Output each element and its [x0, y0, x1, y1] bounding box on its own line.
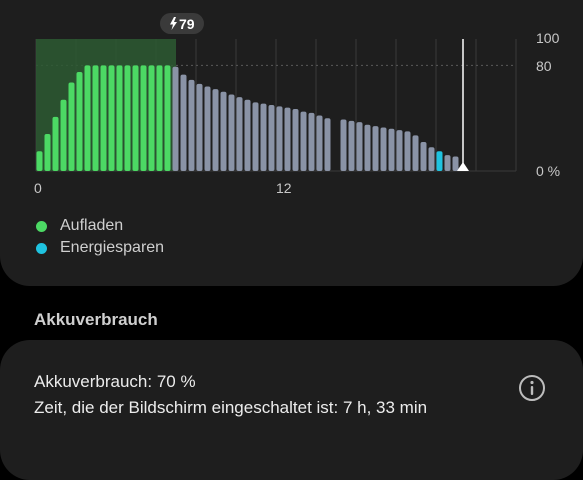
chart-bar: [244, 99, 251, 171]
chart-bar: [188, 79, 195, 171]
info-icon[interactable]: [518, 374, 546, 402]
chart-bar: [108, 65, 115, 171]
chart-bar: [60, 99, 67, 171]
chart-bar: [140, 65, 147, 171]
chart-bar: [92, 65, 99, 171]
chart-bar: [52, 116, 59, 171]
legend-dot-power-saving: [36, 242, 47, 254]
chart-bars: [36, 65, 459, 171]
chart-bar: [164, 65, 171, 171]
chart-bar: [228, 94, 235, 171]
chart-bar: [76, 72, 83, 171]
chart-bar: [324, 118, 331, 171]
chart-bar: [356, 122, 363, 171]
chart-bar: [396, 130, 403, 171]
battery-usage-text: Akkuverbrauch: 70 %: [34, 372, 196, 391]
chart-bar: [412, 135, 419, 171]
chart-bar: [196, 83, 203, 171]
current-time-pointer: [457, 162, 469, 171]
legend-label-charging: Aufladen: [60, 217, 124, 234]
legend-label-power-saving: Energiesparen: [60, 239, 165, 256]
chart-bar: [252, 102, 259, 171]
chart-bar: [284, 107, 291, 171]
chart-bar: [148, 65, 155, 171]
chart-bar: [340, 119, 347, 171]
x-tick-label-0: 0: [34, 180, 42, 196]
chart-bar: [444, 155, 451, 171]
chart-bar: [372, 126, 379, 171]
chart-bar: [36, 151, 43, 171]
chart-bar: [116, 65, 123, 171]
screen-on-time-text: Zeit, die der Bildschirm eingeschaltet i…: [34, 398, 428, 417]
chart-bar: [388, 128, 395, 171]
y-tick-label-0: 0 %: [536, 163, 560, 179]
chart-bar: [316, 115, 323, 171]
chart-bar: [308, 112, 315, 171]
chart-bar: [348, 120, 355, 171]
chart-bar: [404, 131, 411, 171]
x-tick-label-12: 12: [276, 180, 292, 196]
chart-bar: [380, 127, 387, 171]
badge-value: 79: [179, 16, 195, 32]
y-tick-label-80: 80: [536, 58, 552, 74]
badge-background: [160, 13, 204, 34]
chart-bar: [44, 134, 51, 171]
chart-bar: [68, 82, 75, 171]
chart-bar: [300, 111, 307, 171]
chart-bar: [100, 65, 107, 171]
peak-level-badge: 79: [160, 13, 204, 34]
chart-bar: [236, 97, 243, 171]
chart-bar: [212, 89, 219, 171]
chart-bar: [364, 124, 371, 171]
battery-level-chart[interactable]: 79 100 80 0 % 0 12: [0, 0, 583, 290]
chart-bar: [124, 65, 131, 171]
chart-bar: [156, 65, 163, 171]
chart-bar: [436, 151, 443, 171]
chart-bar: [420, 141, 427, 171]
chart-bar: [268, 105, 275, 171]
legend-dot-charging: [36, 220, 47, 232]
chart-bar: [172, 66, 179, 171]
lightning-bolt-icon: [170, 17, 177, 30]
chart-bar: [220, 91, 227, 171]
legend-item-charging: Aufladen: [36, 217, 123, 235]
legend-item-power-saving: Energiesparen: [36, 239, 164, 257]
chart-bar: [292, 108, 299, 171]
chart-bar: [276, 106, 283, 171]
chart-bar: [180, 74, 187, 171]
chart-bar: [452, 156, 459, 171]
chart-bar: [84, 65, 91, 171]
chart-bar: [260, 103, 267, 171]
chart-bar: [132, 65, 139, 171]
section-title: Akkuverbrauch: [34, 310, 158, 329]
chart-bar: [204, 86, 211, 171]
chart-bar: [428, 147, 435, 171]
y-tick-label-100: 100: [536, 30, 560, 46]
current-time-marker: [457, 39, 469, 171]
